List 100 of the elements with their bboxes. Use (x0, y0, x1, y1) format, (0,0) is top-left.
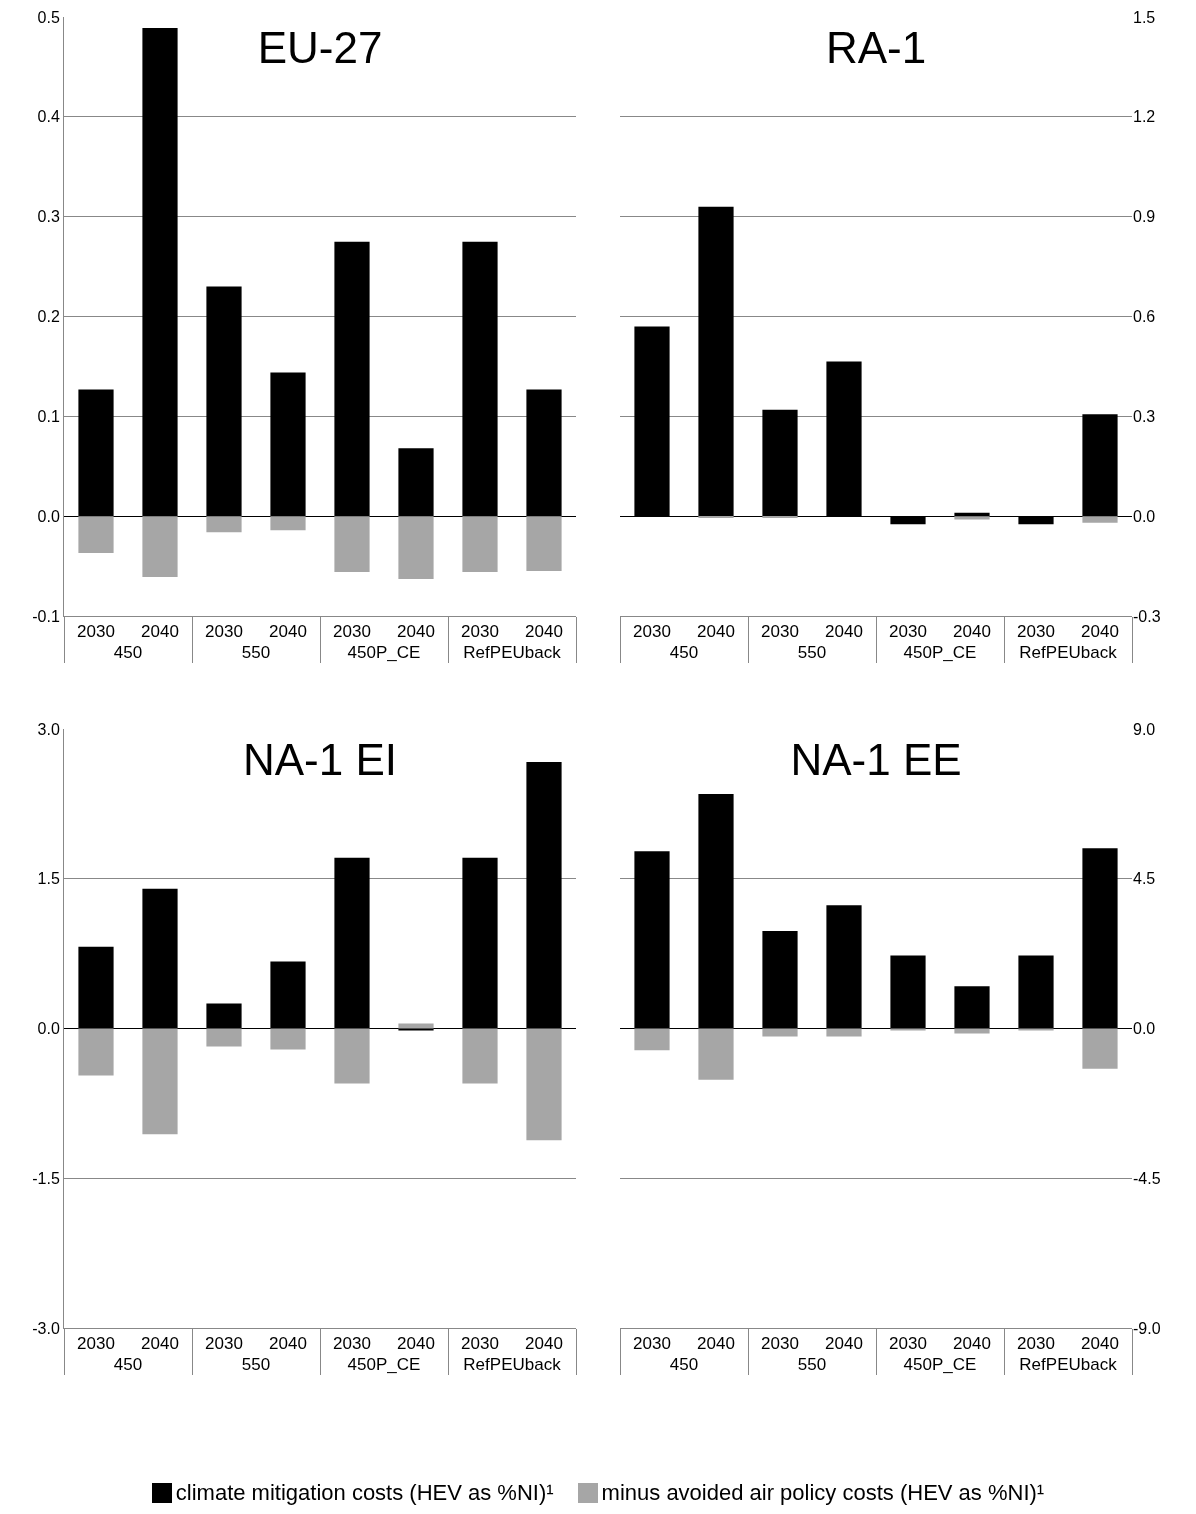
text: 450P_CE (347, 1355, 421, 1375)
text: 550 (241, 643, 271, 663)
x-tick-label: 2040 (697, 1334, 735, 1354)
bar (206, 1028, 242, 1047)
bar (78, 1028, 114, 1076)
bar (698, 1028, 734, 1080)
bar (826, 1028, 862, 1037)
bar (270, 1028, 306, 1050)
x-tick-label: 2030 (1017, 1334, 1055, 1354)
y-tick-label: 3.0 (37, 720, 60, 738)
bar (1082, 1028, 1118, 1069)
y-tick-label: -4.5 (1133, 1169, 1161, 1187)
x-tick-label: 2030 (461, 622, 499, 642)
y-tick-label: -3.0 (32, 1319, 60, 1337)
x-tick-label: 2040 (953, 622, 991, 642)
x-tick-label: 2040 (269, 1334, 307, 1354)
bar (954, 516, 990, 520)
y-tick-label: 4.5 (1133, 870, 1156, 888)
text: RefPEUback (1019, 1355, 1118, 1375)
y-tick-label: 0.0 (1133, 1020, 1156, 1038)
x-tick-label: 2040 (825, 622, 863, 642)
chart-title: NA-1 EI (242, 734, 398, 784)
y-tick-label: -1.5 (32, 1169, 60, 1187)
x-tick-label: 2030 (633, 622, 671, 642)
text: 450 (669, 643, 699, 663)
x-tick-label: 2040 (525, 1334, 563, 1354)
bar (526, 389, 562, 517)
bar (526, 516, 562, 572)
text: 450P_CE (903, 1355, 977, 1375)
text: RefPEUback (463, 643, 562, 663)
x-tick-label: 2030 (761, 622, 799, 642)
legend-label: minus avoided air policy costs (HEV as %NI)¹ (601, 1480, 1045, 1506)
y-tick-label: 9.0 (1133, 720, 1156, 738)
x-tick-label: 2040 (141, 622, 179, 642)
bar (462, 241, 498, 517)
chart-title: RA-1 (825, 22, 927, 72)
bar (526, 1028, 562, 1141)
bar (954, 512, 990, 517)
y-tick-label: 0.0 (37, 1020, 60, 1038)
bar (1082, 516, 1118, 523)
bar (206, 286, 242, 517)
x-tick-label: 2040 (397, 622, 435, 642)
y-tick-label: -0.1 (32, 607, 60, 625)
y-tick-label: 0.2 (37, 308, 60, 326)
bar (398, 1028, 434, 1031)
x-tick-label: 2040 (269, 622, 307, 642)
y-tick-label: -9.0 (1133, 1319, 1161, 1337)
y-tick-label: 1.5 (37, 870, 60, 888)
x-tick-label: 2040 (825, 1334, 863, 1354)
text: 450P_CE (347, 643, 421, 663)
x-tick-label: 2030 (205, 1334, 243, 1354)
bar (270, 516, 306, 531)
text: 450P_CE (903, 643, 977, 663)
bar (762, 1028, 798, 1037)
y-tick-label: 0.0 (37, 507, 60, 525)
legend-label: climate mitigation costs (HEV as %NI)¹ (175, 1480, 554, 1506)
x-tick-label: 2040 (1081, 622, 1119, 642)
x-tick-label: 2030 (889, 1334, 927, 1354)
x-tick-label: 2040 (397, 1334, 435, 1354)
x-tick-label: 2030 (761, 1334, 799, 1354)
y-tick-label: 0.9 (1133, 208, 1156, 226)
text: RefPEUback (1019, 643, 1118, 663)
bar (398, 1023, 434, 1029)
text: 450 (113, 643, 143, 663)
y-tick-label: 0.0 (1133, 507, 1156, 525)
x-tick-label: 2030 (889, 622, 927, 642)
text: 550 (797, 643, 827, 663)
x-tick-label: 2030 (333, 622, 371, 642)
y-tick-label: 1.2 (1133, 108, 1156, 126)
text: 450 (669, 1355, 699, 1375)
x-tick-label: 2030 (333, 1334, 371, 1354)
bar (142, 1028, 178, 1135)
y-tick-label: 0.3 (37, 208, 60, 226)
bar (462, 1028, 498, 1084)
x-tick-label: 2040 (1081, 1334, 1119, 1354)
bar (142, 516, 178, 578)
bar (334, 241, 370, 517)
bar (78, 389, 114, 517)
x-tick-label: 2040 (697, 622, 735, 642)
text: 450 (113, 1355, 143, 1375)
bar (334, 1028, 370, 1084)
chart-title: EU-27 (257, 22, 383, 72)
bar (206, 516, 242, 533)
bar (890, 1028, 926, 1031)
bar (270, 372, 306, 517)
bar (1082, 414, 1118, 517)
y-tick-label: 0.4 (37, 108, 60, 126)
bar (398, 448, 434, 517)
chart-title: NA-1 EE (790, 734, 962, 784)
x-tick-label: 2030 (633, 1334, 671, 1354)
x-tick-label: 2030 (1017, 622, 1055, 642)
y-tick-label: 0.3 (1133, 407, 1156, 425)
bar (634, 1028, 670, 1051)
text: 550 (797, 1355, 827, 1375)
text: RefPEUback (463, 1355, 562, 1375)
x-tick-label: 2040 (525, 622, 563, 642)
x-tick-label: 2030 (77, 1334, 115, 1354)
bar (698, 206, 734, 517)
y-tick-label: 1.5 (1133, 8, 1156, 26)
bar (1018, 1028, 1054, 1031)
